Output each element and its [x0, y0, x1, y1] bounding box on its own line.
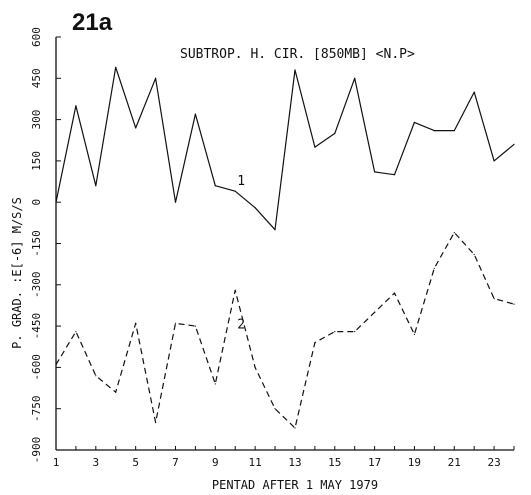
- series-2-point: [95, 375, 97, 377]
- series-1-point: [513, 143, 515, 145]
- y-tick-label: 300: [30, 110, 43, 130]
- series-1-point: [194, 113, 196, 115]
- series-2-point: [473, 253, 475, 256]
- series-1-point: [294, 69, 296, 71]
- series-2-point: [393, 292, 396, 294]
- y-tick-label: -300: [30, 272, 43, 299]
- y-axis-label: P. GRAD. :E[-6] M/S/S: [10, 197, 24, 349]
- x-tick-label: 1: [53, 456, 60, 469]
- y-tick-label: -450: [30, 313, 43, 340]
- y-tick-label: -600: [30, 354, 43, 381]
- series-1-point: [334, 132, 336, 134]
- series-2-point: [55, 364, 57, 366]
- x-tick-label: 9: [212, 456, 219, 469]
- series-2-point: [115, 391, 117, 393]
- series-1-point: [433, 130, 435, 132]
- series-1-point: [314, 146, 316, 148]
- series-2-point: [234, 289, 236, 291]
- series-2-point: [194, 325, 196, 327]
- series-1-point: [413, 121, 415, 123]
- y-tick-label: -900: [30, 437, 43, 464]
- series-1-point: [174, 201, 177, 203]
- x-tick-label: 15: [328, 456, 341, 469]
- chart-title: SUBTROP. H. CIR. [850MB] <N.P>: [180, 47, 415, 62]
- axes: [55, 37, 514, 451]
- x-tick-label: 21: [448, 456, 461, 469]
- x-tick-label: 3: [93, 456, 100, 469]
- x-axis-ticks: 1 3 5 7 9 11 13 15 17 19 21 23: [53, 446, 515, 469]
- panel-label: 21a: [72, 9, 113, 36]
- x-tick-label: 19: [408, 456, 421, 469]
- series-1-point: [115, 66, 117, 68]
- series-2-point: [334, 331, 336, 333]
- series-1-point: [473, 91, 475, 93]
- series-group: 12: [55, 66, 515, 429]
- series-2-point: [374, 311, 376, 313]
- x-tick-label: 17: [368, 456, 381, 469]
- series-2-point: [214, 383, 216, 385]
- series-2-point: [155, 421, 157, 424]
- x-tick-label: 11: [249, 456, 262, 469]
- y-tick-label: 0: [30, 199, 43, 206]
- x-tick-label: 13: [288, 456, 301, 469]
- series-2-point: [254, 366, 256, 368]
- series-2-point: [433, 267, 435, 269]
- y-tick-label: -150: [30, 230, 43, 257]
- series-1-point: [493, 160, 495, 162]
- series-2-point: [294, 427, 296, 429]
- series-1-point: [453, 130, 455, 132]
- series-1-point: [155, 77, 157, 79]
- x-tick-label: 7: [172, 456, 179, 469]
- x-axis-label: PENTAD AFTER 1 MAY 1979: [212, 478, 378, 492]
- x-tick-label: 5: [132, 456, 139, 469]
- series-2-point: [174, 322, 177, 324]
- series-1-point: [135, 127, 137, 129]
- series-2-point: [135, 322, 137, 324]
- series-2-point: [75, 331, 77, 333]
- series-1-point: [234, 190, 236, 192]
- x-tick-label: 23: [487, 456, 500, 469]
- series-1-point: [354, 77, 356, 79]
- series-2-point: [354, 331, 356, 333]
- series-2-point: [274, 408, 276, 410]
- series-1-point: [214, 185, 216, 187]
- series-2-label: 2: [237, 317, 245, 332]
- series-1-point: [254, 207, 256, 209]
- y-tick-label: 600: [30, 27, 43, 47]
- series-2-line: [55, 231, 515, 429]
- y-tick-label: 450: [30, 68, 43, 88]
- y-axis-ticks: 600 450 300 150 0 -150 -300 -450 -600 -750 -900: [30, 27, 61, 463]
- series-1-point: [95, 185, 97, 187]
- series-2-point: [314, 342, 316, 344]
- series-1-point: [274, 229, 276, 231]
- series-1-line: [55, 66, 515, 231]
- series-1-label: 1: [237, 174, 245, 189]
- series-2-point: [453, 231, 455, 234]
- series-1-point: [374, 171, 376, 173]
- series-1-point: [75, 105, 77, 107]
- y-tick-label: -750: [30, 395, 43, 422]
- series-2-point: [493, 298, 495, 300]
- series-1-point: [393, 174, 396, 176]
- series-2-point: [513, 303, 515, 305]
- y-tick-label: 150: [30, 151, 43, 171]
- series-2-point: [413, 333, 415, 335]
- series-1-point: [55, 201, 57, 203]
